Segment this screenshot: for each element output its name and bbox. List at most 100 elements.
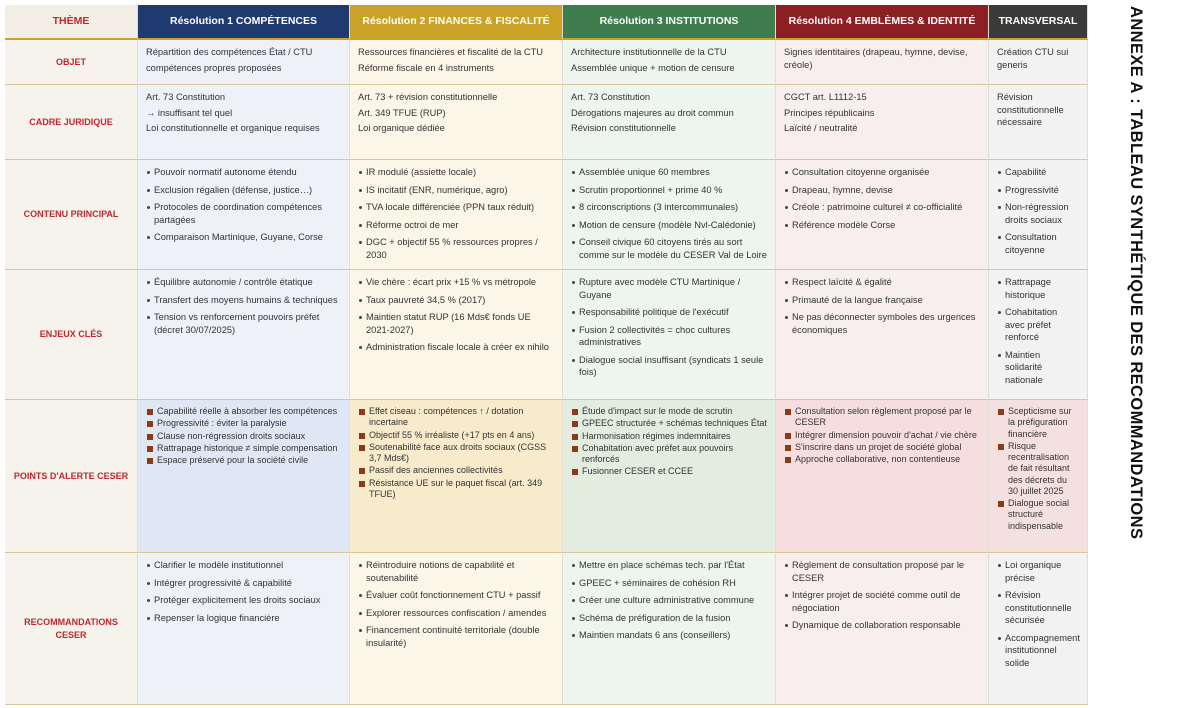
cell-item: Effet ciseau : compétences ↑ / dotation … [358, 406, 554, 429]
cell-item: Intégrer dimension pouvoir d'achat / vie… [784, 430, 980, 441]
cell-item: GPEEC + séminaires de cohésion RH [571, 577, 767, 590]
table-cell: Mettre en place schémas tech. par l'État… [563, 553, 776, 705]
cell-item: Repenser la logique financière [146, 612, 341, 625]
cell-item: Clarifier le modèle institutionnel [146, 559, 341, 572]
cell-item: Capabilité [997, 166, 1079, 179]
table-cell: Rupture avec modèle CTU Martinique / Guy… [563, 270, 776, 400]
cell-item: Mettre en place schémas tech. par l'État [571, 559, 767, 572]
cell-item: Fusionner CESER et CCEE [571, 466, 767, 477]
table-cell: Consultation selon règlement proposé par… [776, 400, 989, 553]
row-label: OBJET [5, 40, 138, 85]
header-theme: THÈME [5, 5, 138, 40]
table-cell: Consultation citoyenne organisée Drapeau,… [776, 160, 989, 270]
table-cell: Assemblée unique 60 membres Scrutin propo… [563, 160, 776, 270]
column-header: Résolution 1 COMPÉTENCES [138, 5, 350, 40]
cell-item: Objectif 55 % irréaliste (+17 pts en 4 a… [358, 430, 554, 441]
cell-item: Maintien statut RUP (16 Mds€ fonds UE 20… [358, 311, 554, 336]
cell-item: Créole : patrimoine culturel ≠ co-offici… [784, 201, 980, 214]
table-cell: Signes identitaires (drapeau, hymne, dev… [776, 40, 989, 85]
column-header: Résolution 2 FINANCES & FISCALITÉ [350, 5, 563, 40]
cell-item: compétences propres proposées [146, 62, 282, 73]
cell-item: Intégrer progressivité & capabilité [146, 577, 341, 590]
cell-item: Passif des anciennes collectivités [358, 465, 554, 476]
cell-item: Conseil civique 60 citoyens tirés au sor… [571, 236, 767, 261]
cell-item: Révision constitutionnelle nécessaire [997, 92, 1064, 128]
cell-item: Règlement de consultation proposé par le… [784, 559, 980, 584]
cell-item: Référence modèle Corse [784, 219, 980, 232]
cell-item: Signes identitaires (drapeau, hymne, dev… [784, 47, 968, 70]
cell-item: 8 circonscriptions (3 intercommunales) [571, 201, 767, 214]
synthesis-table: THÈME Résolution 1 COMPÉTENCES Résolution … [5, 5, 1088, 705]
cell-item: Architecture institutionnelle de la CTU [571, 47, 727, 57]
cell-item: Risque recentralisation de fait résultan… [997, 441, 1079, 497]
cell-item: Financement continuité territoriale (dou… [358, 624, 554, 649]
table-cell: IR modulé (assiette locale) IS incitatif … [350, 160, 563, 270]
cell-item: Primauté de la langue française [784, 294, 980, 307]
table-cell: Architecture institutionnelle de la CTU A… [563, 40, 776, 85]
cell-item: CGCT art. L1112-15 [784, 92, 867, 102]
cell-item: Créer une culture administrative commune [571, 594, 767, 607]
cell-item: Comparaison Martinique, Guyane, Corse [146, 231, 341, 244]
cell-item: Dialogue social structuré indispensable [997, 498, 1079, 532]
cell-item: Pouvoir normatif autonome étendu [146, 166, 341, 179]
cell-item: Intégrer projet de société comme outil d… [784, 589, 980, 614]
cell-item: IS incitatif (ENR, numérique, agro) [358, 184, 554, 197]
row-label: POINTS D'ALERTE CESER [5, 400, 138, 553]
table-cell: Répartition des compétences État / CTU co… [138, 40, 350, 85]
cell-item: Respect laïcité & égalité [784, 276, 980, 289]
table-cell: Vie chère : écart prix +15 % vs métropol… [350, 270, 563, 400]
cell-item: Assemblée unique 60 membres [571, 166, 767, 179]
cell-item: Espace préservé pour la société civile [146, 455, 341, 466]
cell-item: Laïcité / neutralité [784, 123, 858, 134]
cell-item: GPEEC structurée + schémas techniques Ét… [571, 418, 767, 429]
cell-item: Rattrapage historique [997, 276, 1079, 301]
cell-item: Étude d'impact sur le mode de scrutin [571, 406, 767, 417]
table-cell: Pouvoir normatif autonome étendu Exclusio… [138, 160, 350, 270]
cell-item: Réforme octroi de mer [358, 219, 554, 232]
table-cell: Clarifier le modèle institutionnel Intégr… [138, 553, 350, 705]
cell-item: Protéger explicitement les droits sociau… [146, 594, 341, 607]
cell-item: Ne pas déconnecter symboles des urgences… [784, 311, 980, 336]
cell-item: Art. 349 TFUE (RUP) [358, 107, 446, 118]
cell-item: Art. 73 Constitution [571, 92, 651, 102]
table-cell: Équilibre autonomie / contrôle étatique T… [138, 270, 350, 400]
table-cell: CGCT art. L1112-15 Principes républicains… [776, 85, 989, 160]
table-cell: Réintroduire notions de capabilité et so… [350, 553, 563, 705]
cell-item: Soutenabilité face aux droits sociaux (C… [358, 442, 554, 465]
table-cell: Révision constitutionnelle nécessaire [989, 85, 1088, 160]
cell-item: Principes républicains [784, 107, 875, 118]
table-cell: Art. 73 + révision constitutionnelle Art.… [350, 85, 563, 160]
cell-item: Non-régression droits sociaux [997, 201, 1079, 226]
cell-item: Tension vs renforcement pouvoirs préfet … [146, 311, 341, 336]
cell-item: Art. 73 Constitution [146, 92, 226, 102]
column-header: Résolution 3 INSTITUTIONS [563, 5, 776, 40]
cell-item: Progressivité : éviter la paralysie [146, 418, 341, 429]
cell-item: Réforme fiscale en 4 instruments [358, 62, 494, 73]
cell-item: Réintroduire notions de capabilité et so… [358, 559, 554, 584]
cell-item: Ressources financières et fiscalité de l… [358, 47, 543, 57]
cell-item: Création CTU sui generis [997, 47, 1069, 70]
cell-item: Consultation citoyenne organisée [784, 166, 980, 179]
column-header: Résolution 4 EMBLÈMES & IDENTITÉ [776, 5, 989, 40]
cell-item: Consultation citoyenne [997, 231, 1079, 256]
cell-item: Administration fiscale locale à créer ex… [358, 341, 554, 354]
cell-item: Progressivité [997, 184, 1079, 197]
cell-item: Rupture avec modèle CTU Martinique / Guy… [571, 276, 767, 301]
cell-item: Évaluer coût fonctionnement CTU + passif [358, 589, 554, 602]
cell-item: IR modulé (assiette locale) [358, 166, 554, 179]
cell-item: TVA locale différenciée (PPN taux réduit… [358, 201, 554, 214]
cell-item: Dérogations majeures au droit commun [571, 107, 734, 118]
table-cell: Art. 73 Constitution → insuffisant tel qu… [138, 85, 350, 160]
cell-item: Schéma de préfiguration de la fusion [571, 612, 767, 625]
cell-item: Rattrapage historique ≠ simple compensat… [146, 443, 341, 454]
cell-item: Cohabitation avec préfet aux pouvoirs re… [571, 443, 767, 466]
table-cell: Respect laïcité & égalité Primauté de la … [776, 270, 989, 400]
cell-item: Résistance UE sur le paquet fiscal (art.… [358, 478, 554, 501]
cell-item: Fusion 2 collectivités = choc cultures a… [571, 324, 767, 349]
cell-item: Explorer ressources confiscation / amend… [358, 607, 554, 620]
cell-item: → insuffisant tel quel [146, 107, 233, 118]
cell-item: Vie chère : écart prix +15 % vs métropol… [358, 276, 554, 289]
cell-item: Équilibre autonomie / contrôle étatique [146, 276, 341, 289]
cell-item: Loi constitutionnelle et organique requi… [146, 123, 320, 134]
